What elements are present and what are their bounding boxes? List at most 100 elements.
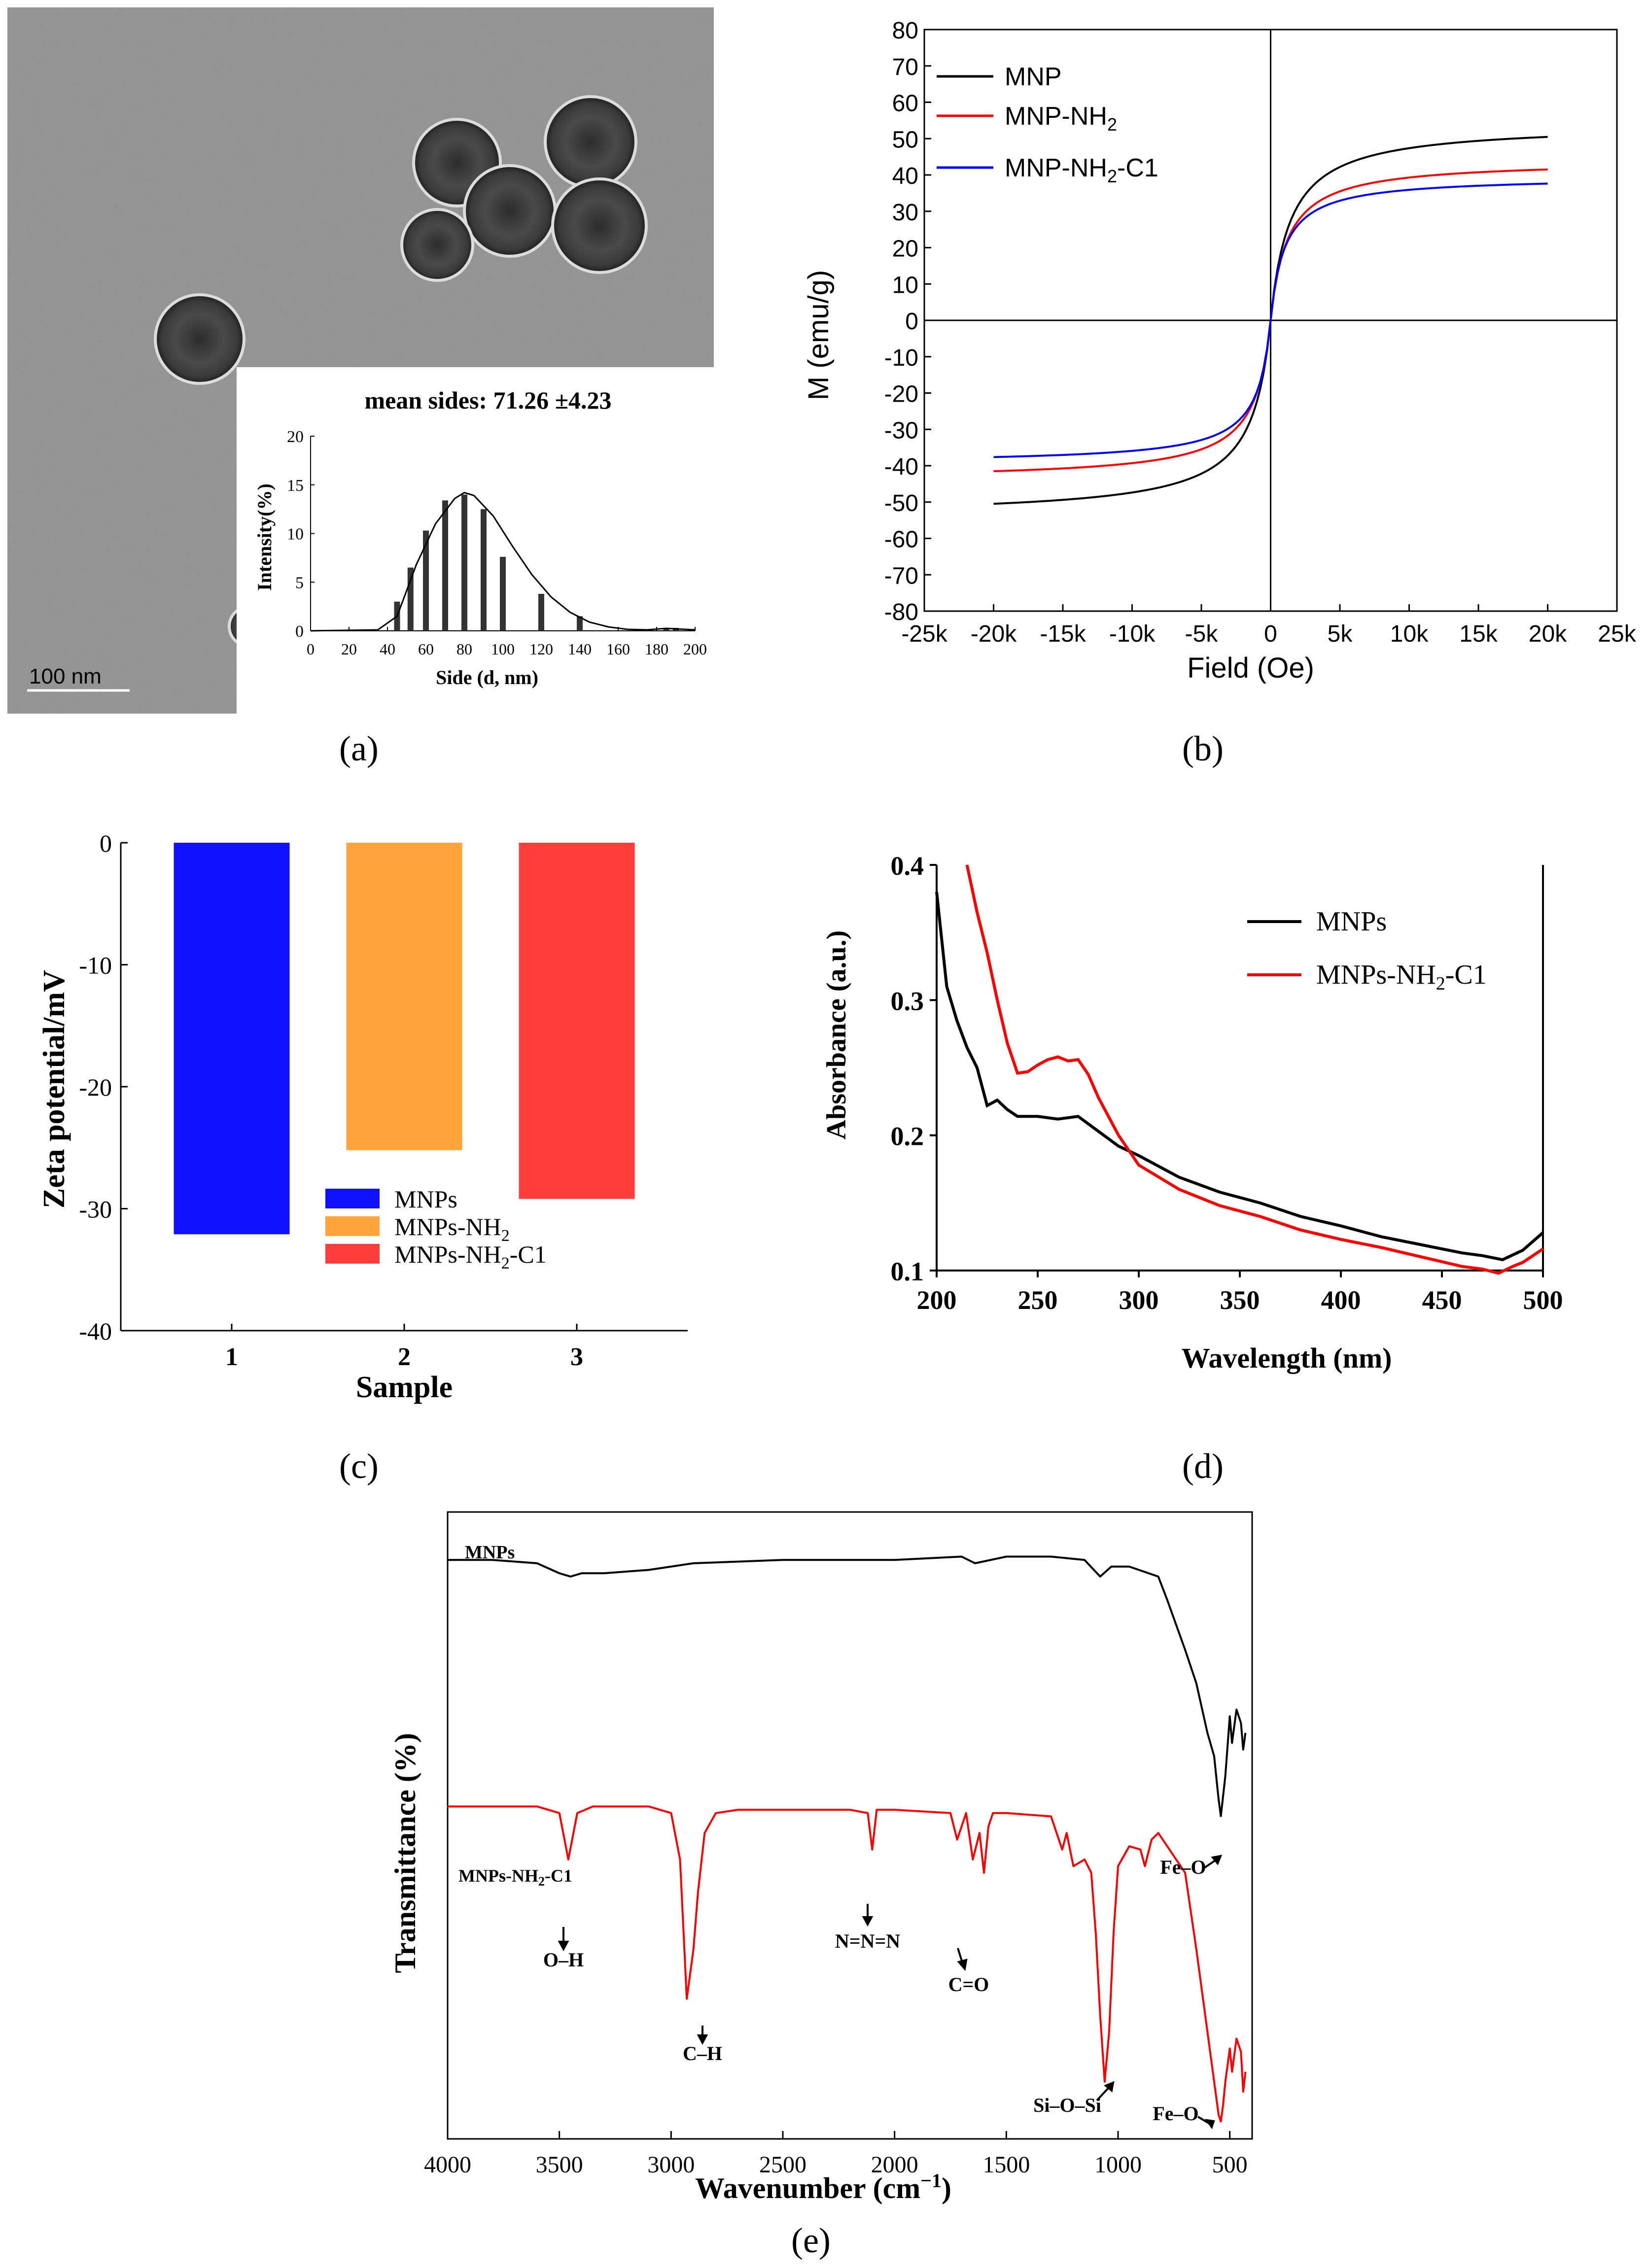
magnetization-chart: M (emu/g) Field (Oe) -80 -70 -60 -50 -40 -30 -… xyxy=(803,20,1637,684)
inset-xtick-label: 120 xyxy=(529,640,553,658)
chart-d-legend: MNPs MNPs-NH2-C1 xyxy=(1247,906,1487,994)
chart-d-ytick-label: 0.1 xyxy=(891,1257,924,1286)
chart-d-xtick-label: 450 xyxy=(1422,1285,1462,1315)
chart-d-series-line xyxy=(965,864,1544,1275)
chart-d-xlabel: Wavelength (nm) xyxy=(1182,1342,1392,1374)
inset-bar xyxy=(442,500,448,631)
chart-b-xtick-label: 20k xyxy=(1529,621,1567,647)
legend-swatch-mnps xyxy=(325,1189,380,1208)
chart-b-xtick-label: 5k xyxy=(1328,621,1353,647)
ftir-label-co: C=O xyxy=(948,1973,989,1995)
legend-mnp-nh2: MNP-NH2 xyxy=(1005,102,1117,135)
legend-swatch-mnps-nh2 xyxy=(325,1216,380,1236)
inset-ytick-label: 0 xyxy=(295,622,304,641)
chart-e-xtick-label: 1000 xyxy=(1094,2152,1142,2178)
inset-xtick-label: 20 xyxy=(341,640,357,658)
chart-e-frame xyxy=(447,1511,1253,2140)
chart-c-xtick-label: 2 xyxy=(398,1343,411,1371)
inset-ytick-label: 10 xyxy=(287,525,304,544)
chart-c-bar xyxy=(519,843,635,1199)
chart-d-xtick-label: 250 xyxy=(1018,1285,1058,1315)
absorbance-chart: Absorbance (a.u.) Wavelength (nm) 0.1 0.2… xyxy=(821,851,1563,1374)
inset-xtick-label: 0 xyxy=(307,640,315,658)
chart-c-xlabel: Sample xyxy=(356,1371,453,1404)
inset-xtick-label: 200 xyxy=(683,640,707,658)
chart-e-xtick-label: 1500 xyxy=(982,2152,1030,2178)
chart-b-xtick-label: 0 xyxy=(1264,621,1277,647)
chart-d-xtick-label: 500 xyxy=(1523,1285,1563,1315)
ftir-label-mnps: MNPs xyxy=(465,1542,515,1563)
chart-b-ytick-label: -50 xyxy=(884,490,918,516)
inset-xtick-label: 40 xyxy=(380,640,395,658)
chart-b-ytick-label: 20 xyxy=(892,236,918,262)
chart-b-ytick-label: -60 xyxy=(884,527,918,553)
ftir-label-mnps-nh2-c1: MNPs-NH2-C1 xyxy=(458,1866,572,1889)
chart-d-ytick-label: 0.4 xyxy=(891,851,924,881)
ftir-label-nnn: N=N=N xyxy=(835,1930,900,1952)
chart-c-ylabel: Zeta potential/mV xyxy=(37,970,71,1208)
chart-e-ylabel: Transmittance (%) xyxy=(389,1733,421,1973)
legend-mnp: MNP xyxy=(1005,63,1062,91)
inset-xtick-label: 160 xyxy=(606,640,630,658)
chart-c-bar xyxy=(346,843,462,1150)
ftir-label-ch: C–H xyxy=(683,2042,722,2064)
tem-panel: 100 nm xyxy=(7,7,714,714)
chart-b-xtick-label: 25k xyxy=(1598,621,1636,647)
inset-ytick-label: 15 xyxy=(287,477,304,495)
chart-d-ytick-label: 0.3 xyxy=(891,986,924,1016)
chart-e-series-line xyxy=(448,1805,1247,2123)
inset-bar xyxy=(423,530,429,631)
chart-c-ytick-label: -10 xyxy=(79,952,112,979)
legend-mnps: MNPs xyxy=(394,1185,457,1213)
inset-bar xyxy=(481,509,487,631)
chart-c-ytick-label: -40 xyxy=(79,1317,112,1345)
chart-c-ytick-label: 0 xyxy=(100,829,112,857)
chart-b-ytick-label: 0 xyxy=(905,309,918,335)
chart-d-xtick-label: 300 xyxy=(1119,1285,1159,1315)
chart-b-xtick-label: -20k xyxy=(971,621,1017,647)
ftir-annotations: MNPs MNPs-NH2-C1 O–H C–H N=N=N C=O Si–O–… xyxy=(458,1542,1206,2125)
inset-xtick-label: 60 xyxy=(418,640,434,658)
chart-b-ytick-label: -80 xyxy=(884,599,918,625)
ftir-label-feo-top: Fe–O xyxy=(1153,2102,1198,2125)
chart-e-xlabel: Wavenumber (cm−1) xyxy=(695,2169,951,2204)
chart-c-legend: MNPs MNPs-NH2 MNPs-NH2-C1 xyxy=(325,1185,547,1272)
legend-mnp-nh2-c1: MNP-NH2-C1 xyxy=(1005,154,1158,186)
histogram-inset: mean sides: 71.26 ±4.23 Intensity(%) Sid… xyxy=(237,367,714,714)
chart-b-xtick-label: 10k xyxy=(1390,621,1429,647)
inset-bar xyxy=(577,616,583,631)
chart-b-xtick-label: 15k xyxy=(1459,621,1498,647)
chart-d-xtick-label: 400 xyxy=(1321,1285,1361,1315)
chart-b-ytick-label: -10 xyxy=(884,345,918,371)
panel-label-d: (d) xyxy=(1182,1446,1224,1486)
chart-b-xtick-label: -5k xyxy=(1185,621,1219,647)
legend-mnps-nh2-c1: MNPs-NH2-C1 xyxy=(394,1240,547,1272)
chart-b-ytick-label: 30 xyxy=(892,200,918,226)
chart-d-ytick-label: 0.2 xyxy=(891,1122,924,1151)
chart-d-xtick-label: 200 xyxy=(917,1285,957,1315)
inset-xtick-label: 180 xyxy=(645,640,668,658)
chart-e-xtick-label: 4000 xyxy=(424,2152,471,2178)
chart-b-ytick-label: -40 xyxy=(884,454,918,480)
inset-xtick-label: 140 xyxy=(568,640,592,658)
chart-c-ytick-label: -20 xyxy=(79,1073,112,1101)
scale-bar-label: 100 nm xyxy=(29,664,102,688)
chart-b-ytick-label: 50 xyxy=(892,127,918,153)
chart-b-xlabel: Field (Oe) xyxy=(1187,652,1314,684)
legend-swatch-mnps-nh2-c1 xyxy=(325,1244,380,1264)
inset-bar xyxy=(407,567,414,631)
ftir-label-feo-bottom-ref: Fe–O xyxy=(1160,1856,1206,1878)
panel-label-e: (e) xyxy=(791,2221,831,2260)
chart-b-xtick-label: -15k xyxy=(1040,621,1086,647)
histogram-title: mean sides: 71.26 ±4.23 xyxy=(364,386,611,414)
chart-d-series-line xyxy=(935,892,1544,1262)
chart-e-xtick-label: 2000 xyxy=(871,2152,918,2178)
panel-label-b: (b) xyxy=(1182,729,1224,768)
inset-bar xyxy=(461,494,467,631)
chart-d-xtick-label: 350 xyxy=(1220,1285,1260,1315)
histogram-xlabel: Side (d, nm) xyxy=(436,666,538,688)
ftir-arrows xyxy=(558,1855,1223,2130)
chart-b-ytick-label: -30 xyxy=(884,417,918,444)
chart-b-xtick-label: -25k xyxy=(901,621,947,647)
ftir-label-siosi: Si–O–Si xyxy=(1033,2094,1101,2116)
